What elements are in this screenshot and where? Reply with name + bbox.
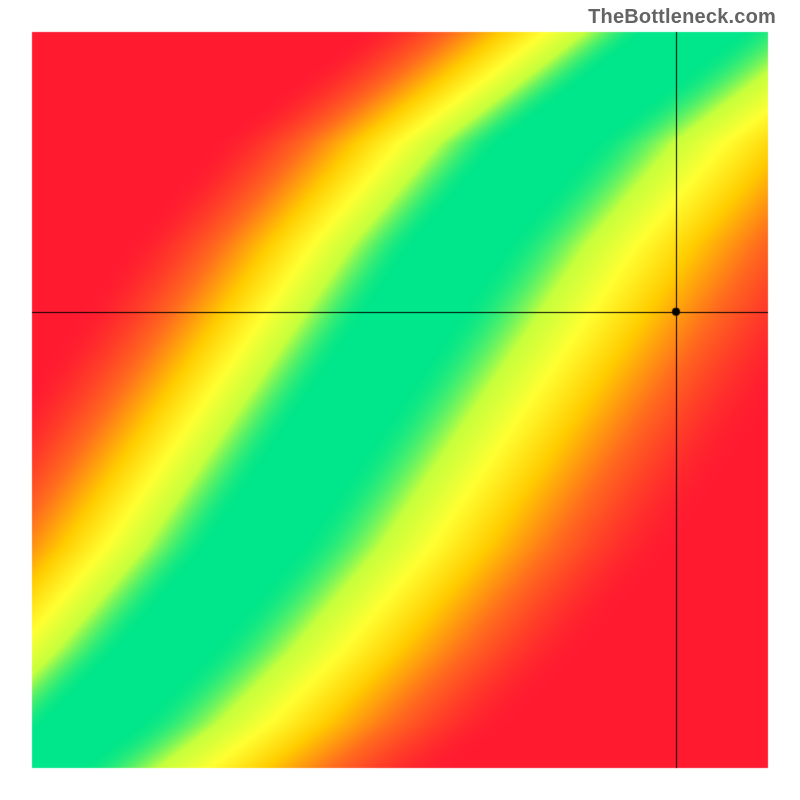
- crosshair-overlay: [0, 0, 800, 800]
- credit-text: TheBottleneck.com: [588, 6, 776, 29]
- chart-container: TheBottleneck.com: [0, 0, 800, 800]
